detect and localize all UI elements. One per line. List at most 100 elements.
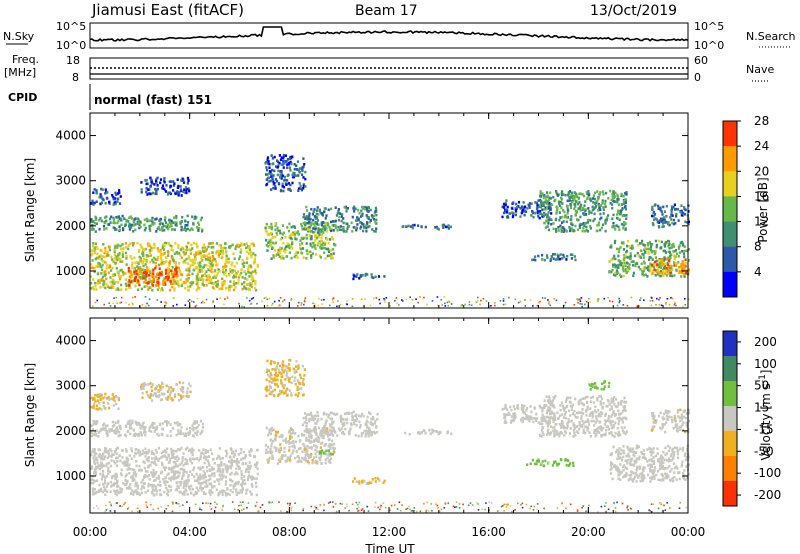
power-cell (166, 267, 170, 270)
velocity-cell (103, 396, 106, 399)
power-cell (240, 268, 243, 271)
velocity-cell (126, 430, 129, 434)
power-cell (316, 216, 319, 220)
power-cell (623, 221, 626, 225)
power-cell (215, 274, 218, 278)
velocity-cell (102, 424, 105, 427)
power-cell (542, 214, 546, 218)
power-cell (148, 227, 151, 231)
velocity-cell (150, 423, 153, 427)
power-cell (538, 216, 541, 220)
power-speckle-cell (144, 305, 147, 307)
power-cell (684, 272, 688, 275)
power-speckle-cell (241, 305, 243, 308)
velocity-cell (210, 474, 213, 478)
power-cell (172, 189, 175, 192)
power-cell (621, 214, 624, 218)
velocity-cell (228, 455, 231, 458)
velocity-cell (181, 459, 184, 462)
power-cell (591, 208, 594, 212)
power-cell (651, 214, 654, 218)
power-cell (194, 215, 197, 219)
power-speckle-cell (351, 305, 354, 308)
velocity-cell (100, 465, 103, 469)
velocity-cell (312, 456, 316, 459)
velocity-cell (240, 470, 243, 473)
power-cell (361, 214, 364, 217)
power-cell (202, 278, 205, 281)
power-speckle-cell (128, 303, 130, 306)
velocity-cell (163, 392, 166, 396)
power-cell (93, 267, 96, 270)
velocity-cell (224, 480, 228, 483)
velocity-cell (92, 456, 95, 460)
power-cell (221, 268, 224, 272)
power-cell (167, 242, 171, 245)
velocity-cell (124, 448, 128, 451)
power-cell (653, 268, 656, 271)
power-cell (576, 194, 579, 198)
power-cell (359, 225, 363, 229)
power-cell (660, 257, 663, 261)
power-cell (310, 207, 313, 211)
velocity-cell (126, 457, 129, 460)
power-cell (570, 215, 573, 218)
power-cell (649, 264, 652, 268)
velocity-cell (201, 487, 204, 490)
power-cell (677, 219, 680, 222)
power-cell (565, 229, 568, 232)
power-cell (159, 270, 162, 274)
power-cell (264, 229, 267, 232)
velocity-cell (98, 407, 101, 410)
power-cell (127, 284, 130, 287)
power-cell (552, 227, 555, 231)
velocity-cell (122, 482, 125, 485)
power-speckle-cell (670, 297, 672, 299)
power-cell (589, 219, 592, 222)
power-cell (102, 271, 105, 274)
power-cell (614, 271, 617, 275)
power-cell (197, 223, 201, 226)
power-speckle-cell (667, 298, 670, 300)
power-cell (665, 204, 668, 208)
power-speckle-cell (658, 298, 660, 301)
power-cell (308, 225, 311, 229)
power-cell (297, 174, 300, 177)
power-cell (277, 253, 280, 256)
power-cell (114, 244, 117, 248)
power-cell (196, 284, 199, 288)
velocity-cell (100, 457, 103, 461)
power-cell (653, 250, 656, 253)
power-cell (285, 183, 288, 186)
power-cell (176, 178, 179, 181)
power-speckle-cell (477, 296, 479, 299)
velocity-cell (276, 462, 279, 465)
power-cell (155, 217, 158, 221)
power-cell (198, 287, 201, 290)
power-cell (177, 284, 181, 288)
power-cell (221, 283, 224, 287)
velocity-cell (104, 450, 107, 454)
velocity-cell (244, 456, 247, 460)
power-cell (346, 227, 349, 230)
power-cell (681, 244, 684, 247)
power-cell (139, 243, 142, 246)
nave-label: Nave (746, 63, 774, 76)
velocity-cell (243, 475, 246, 478)
velocity-cell (333, 451, 336, 454)
power-cell (281, 236, 284, 240)
power-cell (627, 239, 630, 243)
power-cell (211, 259, 215, 262)
power-cell (105, 196, 108, 200)
power-speckle-cell (619, 300, 621, 302)
power-cell (660, 210, 663, 213)
power-cell (91, 266, 95, 270)
velocity-cell (156, 394, 159, 398)
power-cell (543, 211, 546, 215)
velocity-cell (109, 448, 112, 451)
power-cell (598, 193, 601, 196)
power-cell (613, 254, 616, 258)
power-cell (644, 246, 647, 250)
power-cell (558, 257, 562, 261)
power-cell (180, 226, 183, 229)
